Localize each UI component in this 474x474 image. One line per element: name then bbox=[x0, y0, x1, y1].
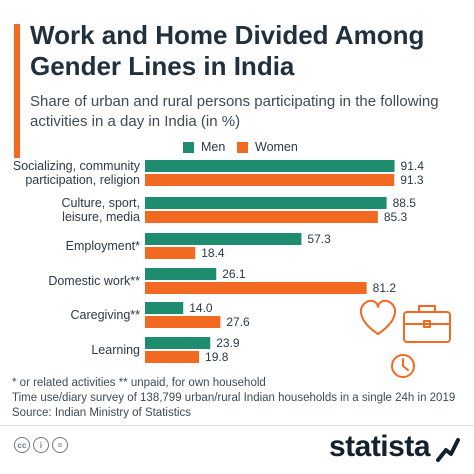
value-label: 19.8 bbox=[205, 350, 229, 364]
bar-women bbox=[145, 174, 395, 186]
category-label: Caregiving** bbox=[71, 308, 141, 322]
value-label: 91.4 bbox=[401, 159, 425, 173]
bar-women bbox=[145, 247, 196, 259]
footnote-source: Source: Indian Ministry of Statistics bbox=[12, 407, 191, 419]
value-label: 85.3 bbox=[384, 210, 408, 224]
footnote-survey: Time use/diary survey of 138,799 urban/r… bbox=[12, 392, 456, 404]
footer-divider bbox=[0, 425, 474, 426]
legend-men-label: Men bbox=[201, 140, 226, 154]
page-title: Work and Home Divided Among Gender Lines… bbox=[30, 20, 425, 81]
cc-nd-icon: = bbox=[52, 437, 68, 453]
value-label: 14.0 bbox=[189, 301, 213, 315]
legend-women-swatch bbox=[237, 141, 248, 153]
bar-men bbox=[145, 337, 211, 349]
heart-icon bbox=[360, 299, 396, 335]
value-label: 18.4 bbox=[201, 246, 225, 260]
bar-men bbox=[145, 160, 395, 172]
chart-subtitle: Share of urban and rural persons partici… bbox=[30, 93, 439, 130]
value-label: 88.5 bbox=[393, 196, 417, 210]
value-label: 91.3 bbox=[400, 173, 424, 187]
legend-men-swatch bbox=[183, 141, 194, 153]
value-label: 57.3 bbox=[307, 232, 331, 246]
bar-women bbox=[145, 316, 221, 328]
category-label: Learning bbox=[91, 343, 140, 357]
bar-women bbox=[145, 282, 367, 294]
bar-men bbox=[145, 233, 302, 245]
value-label: 27.6 bbox=[226, 315, 250, 329]
cc-icon: cc bbox=[14, 437, 30, 453]
value-label: 26.1 bbox=[222, 267, 246, 281]
bar-women bbox=[145, 211, 378, 223]
legend-women: Women bbox=[237, 140, 298, 154]
category-label: Socializing, community participation, rel… bbox=[13, 159, 141, 187]
legend-women-label: Women bbox=[255, 140, 298, 154]
bar-chart: Socializing, community participation, rel… bbox=[13, 159, 425, 364]
chart-legend: Men Women bbox=[0, 140, 474, 156]
footnote-legend: * or related activities ** unpaid, for o… bbox=[12, 377, 266, 389]
category-label: Culture, sport, leisure, media bbox=[61, 196, 140, 224]
value-label: 81.2 bbox=[373, 281, 397, 295]
statista-logo-icon bbox=[436, 438, 460, 462]
bar-men bbox=[145, 197, 387, 209]
clock-icon bbox=[391, 354, 415, 378]
accent-bar bbox=[14, 24, 20, 158]
value-label: 23.9 bbox=[216, 336, 240, 350]
category-label: Domestic work** bbox=[48, 274, 140, 288]
bar-women bbox=[145, 351, 200, 363]
license-badges[interactable]: cc i = bbox=[14, 437, 68, 453]
bar-men bbox=[145, 302, 184, 314]
illustration bbox=[360, 299, 451, 378]
brand-logo[interactable]: statista bbox=[328, 430, 431, 463]
cc-by-icon: i bbox=[33, 437, 49, 453]
category-label: Employment* bbox=[66, 239, 140, 253]
bar-men bbox=[145, 268, 217, 280]
legend-men: Men bbox=[183, 140, 225, 154]
briefcase-icon bbox=[403, 305, 451, 343]
